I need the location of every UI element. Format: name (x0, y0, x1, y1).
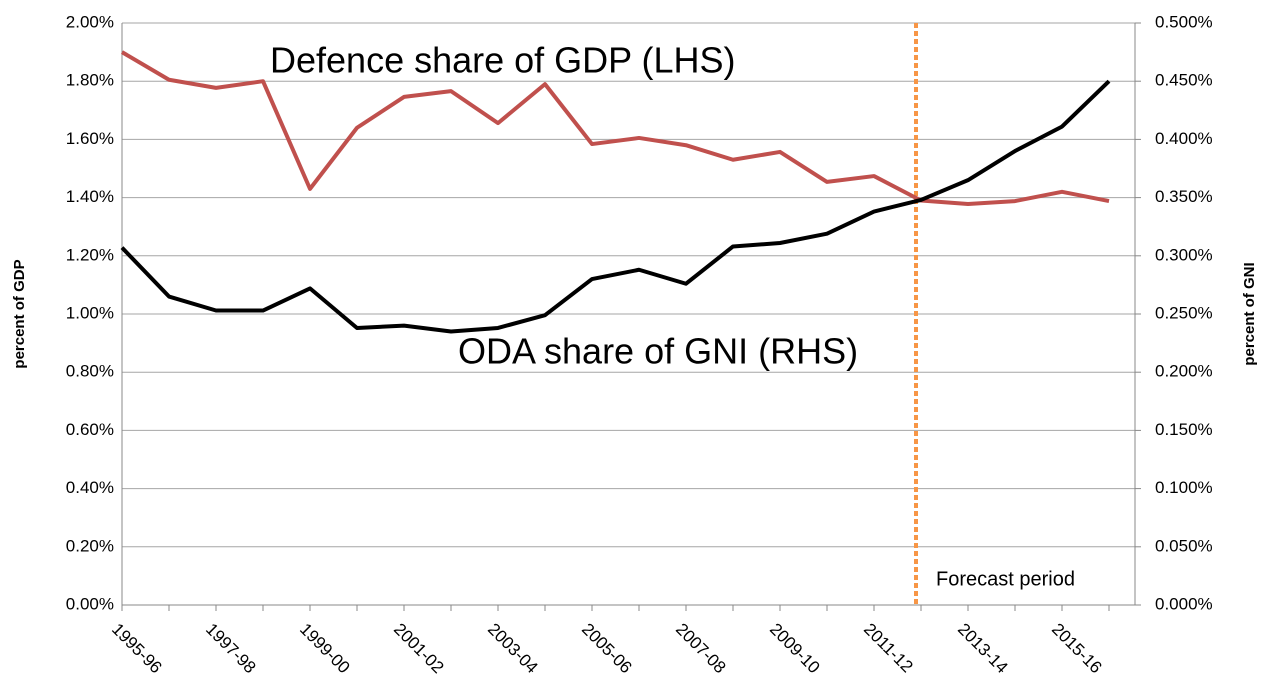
x-tick-label: 2005-06 (578, 620, 636, 678)
y2-axis-label: percent of GNI (1241, 262, 1258, 365)
x-tick-label: 2007-08 (672, 620, 730, 678)
y2-tick-label: 0.450% (1155, 71, 1213, 90)
x-tick-label: 1995-96 (108, 620, 166, 678)
x-tick-label: 2013-14 (954, 620, 1012, 678)
y2-tick-label: 0.350% (1155, 187, 1213, 206)
y-tick-label: 2.00% (66, 12, 114, 31)
x-tick-label: 1997-98 (202, 620, 260, 678)
y2-tick-label: 0.500% (1155, 12, 1213, 31)
y-tick-label: 0.60% (66, 420, 114, 439)
y2-tick-label: 0.250% (1155, 303, 1213, 322)
y2-tick-label: 0.200% (1155, 362, 1213, 381)
x-tick-label: 2009-10 (766, 620, 824, 678)
x-tick-label: 2003-04 (484, 620, 542, 678)
annotation: Forecast period (936, 568, 1075, 590)
y-tick-label: 0.40% (66, 478, 114, 497)
series-line (120, 79, 1111, 334)
y-tick-label: 0.00% (66, 594, 114, 613)
x-tick-label: 2015-16 (1048, 620, 1106, 678)
y2-tick-label: 0.300% (1155, 245, 1213, 264)
y-tick-label: 0.20% (66, 536, 114, 555)
y2-tick-label: 0.050% (1155, 536, 1213, 555)
y-tick-label: 1.40% (66, 187, 114, 206)
x-tick-label: 2001-02 (390, 620, 448, 678)
y-axis-label: percent of GDP (11, 259, 28, 368)
y2-tick-label: 0.100% (1155, 478, 1213, 497)
x-tick-label: 1999-00 (296, 620, 354, 678)
annotation: Defence share of GDP (LHS) (270, 40, 736, 81)
y-tick-label: 0.80% (66, 362, 114, 381)
series-line (120, 50, 1110, 207)
y-tick-label: 1.80% (66, 71, 114, 90)
y2-tick-label: 0.400% (1155, 129, 1213, 148)
y-tick-label: 1.60% (66, 129, 114, 148)
y-tick-label: 1.00% (66, 303, 114, 322)
y2-tick-label: 0.150% (1155, 420, 1213, 439)
y2-tick-label: 0.000% (1155, 594, 1213, 613)
annotation: ODA share of GNI (RHS) (458, 331, 858, 372)
x-tick-label: 2011-12 (860, 620, 917, 677)
y-tick-label: 1.20% (66, 245, 114, 264)
